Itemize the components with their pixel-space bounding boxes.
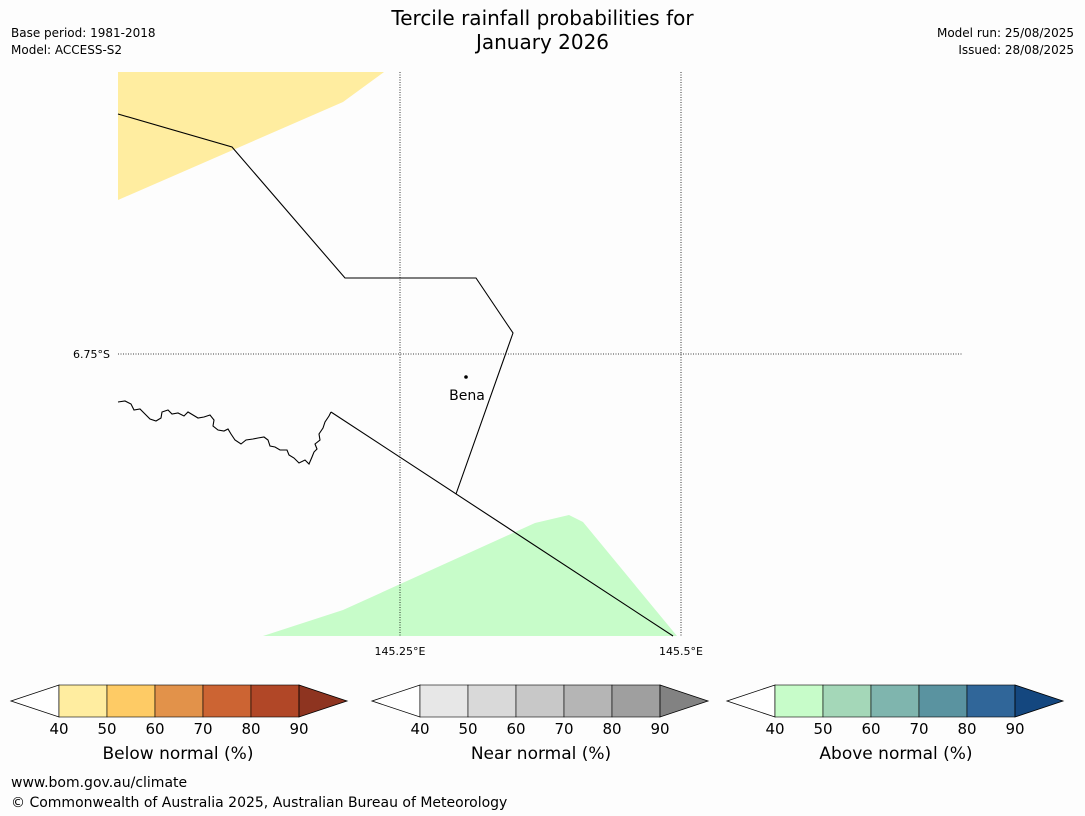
model-name: Model: ACCESS-S2 bbox=[11, 43, 123, 57]
legend-near-tick-40: 40 bbox=[410, 720, 429, 738]
legend-below-swatch-60 bbox=[154, 684, 204, 718]
legend-above-swatch-80 bbox=[966, 684, 1016, 718]
legend-above-extend-low bbox=[725, 684, 776, 718]
metadata-left: Base period: 1981-2018 Model: ACCESS-S2 bbox=[11, 25, 156, 59]
bena-town-label: Bena bbox=[449, 388, 485, 404]
legend-above-tick-70: 70 bbox=[909, 720, 928, 738]
legend-above-tick-50: 50 bbox=[813, 720, 832, 738]
legend-above-tick-40: 40 bbox=[765, 720, 784, 738]
legend-near-extend-high bbox=[659, 684, 710, 718]
map-area: Bena 6.75°S 145.25°E 145.5°E bbox=[73, 72, 963, 658]
legend-above-swatch-70 bbox=[918, 684, 968, 718]
legend-near-tick-50: 50 bbox=[458, 720, 477, 738]
legend-title-near: Near normal (%) bbox=[470, 744, 612, 764]
page-title: Tercile rainfall probabilities for Janua… bbox=[0, 6, 1085, 54]
legend-near-swatch-60 bbox=[515, 684, 565, 718]
longitude-label-145.5: 145.5°E bbox=[659, 645, 703, 658]
legend-above-swatch-40 bbox=[774, 684, 824, 718]
model-run: Model run: 25/08/2025 bbox=[936, 26, 1074, 40]
legend-below-swatch-40 bbox=[58, 684, 108, 718]
latitude-label: 6.75°S bbox=[73, 348, 110, 361]
title-line-1: Tercile rainfall probabilities for bbox=[391, 6, 694, 30]
legend-above-tick-60: 60 bbox=[861, 720, 880, 738]
base-period: Base period: 1981-2018 bbox=[11, 26, 156, 40]
legend-near-swatch-50 bbox=[467, 684, 517, 718]
legend-near-swatch-80 bbox=[611, 684, 661, 718]
issued-date: Issued: 28/08/2025 bbox=[958, 43, 1074, 57]
below-normal-region bbox=[118, 72, 384, 200]
legend-below-extend-low bbox=[9, 684, 60, 718]
legend-title-below: Below normal (%) bbox=[102, 744, 254, 764]
river-coastline bbox=[117, 400, 332, 465]
longitude-label-145.25: 145.25°E bbox=[375, 645, 426, 658]
legend-near-extend-low bbox=[370, 684, 421, 718]
legend-near-tick-80: 80 bbox=[602, 720, 621, 738]
legend-below-tick-90: 90 bbox=[289, 720, 308, 738]
legend-below-tick-50: 50 bbox=[97, 720, 116, 738]
legend-above-swatch-60 bbox=[870, 684, 920, 718]
legend-below-swatch-50 bbox=[106, 684, 156, 718]
legend-above-tick-90: 90 bbox=[1005, 720, 1024, 738]
legend-below-extend-high bbox=[298, 684, 349, 718]
legend-title-above: Above normal (%) bbox=[819, 744, 973, 764]
district-boundary-south bbox=[330, 411, 674, 637]
legend-near-tick-60: 60 bbox=[506, 720, 525, 738]
legend-below-swatch-80 bbox=[250, 684, 300, 718]
legend-above-swatch-50 bbox=[822, 684, 872, 718]
legend-near-tick-90: 90 bbox=[650, 720, 669, 738]
footer-url: www.bom.gov.au/climate bbox=[11, 775, 188, 791]
legend-group: 40 50 60 70 80 90 40 50 60 70 80 90 40 50 60 70 80 90 bbox=[9, 684, 1065, 738]
legend-below-swatch-70 bbox=[202, 684, 252, 718]
district-boundary bbox=[117, 113, 514, 495]
metadata-right: Model run: 25/08/2025 Issued: 28/08/2025 bbox=[937, 25, 1074, 59]
legend-below-tick-60: 60 bbox=[145, 720, 164, 738]
legend-near-swatch-70 bbox=[563, 684, 613, 718]
legend-below-tick-80: 80 bbox=[241, 720, 260, 738]
legend-near-swatch-40 bbox=[419, 684, 469, 718]
legend-above-tick-80: 80 bbox=[957, 720, 976, 738]
bena-town-marker bbox=[464, 375, 468, 379]
above-normal-region bbox=[263, 515, 677, 636]
footer-copyright: © Commonwealth of Australia 2025, Austra… bbox=[11, 795, 508, 811]
title-line-2: January 2026 bbox=[475, 30, 610, 54]
legend-above-extend-high bbox=[1014, 684, 1065, 718]
legend-near-tick-70: 70 bbox=[554, 720, 573, 738]
legend-below-tick-40: 40 bbox=[49, 720, 68, 738]
legend-below-tick-70: 70 bbox=[193, 720, 212, 738]
